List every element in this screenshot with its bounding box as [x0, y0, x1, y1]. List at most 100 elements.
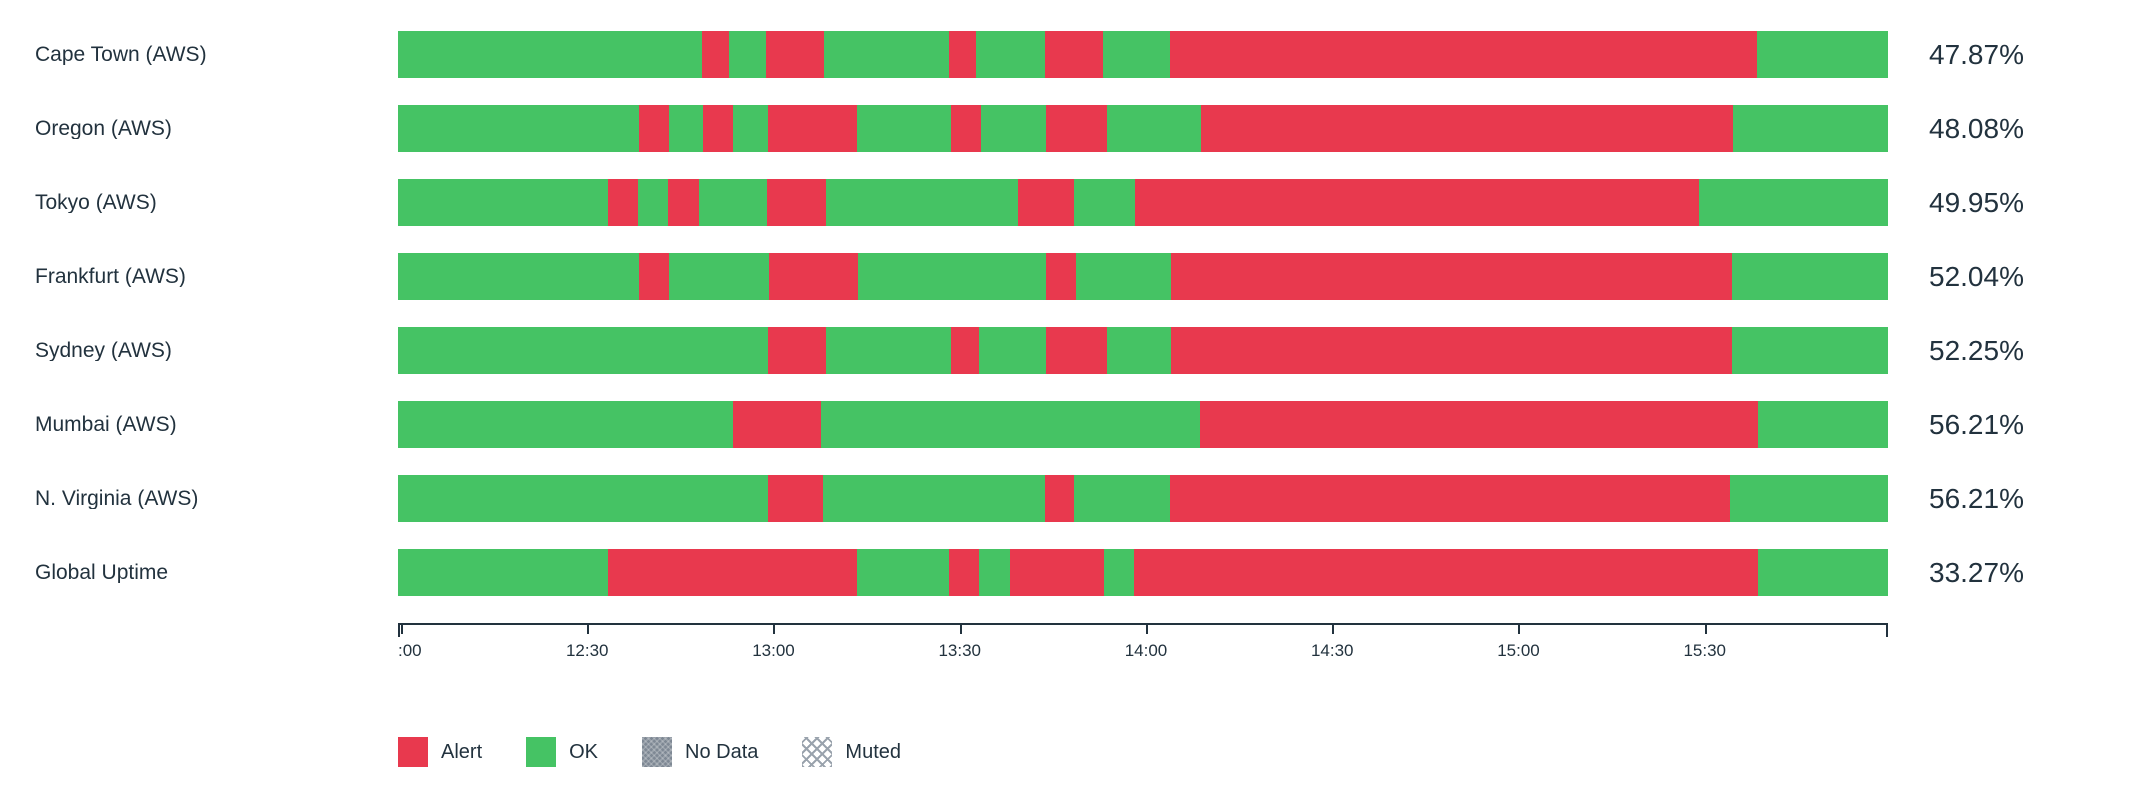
status-segment-alert[interactable] — [1201, 105, 1733, 152]
status-segment-ok[interactable] — [825, 179, 1018, 226]
status-segment-alert[interactable] — [767, 179, 826, 226]
status-segment-alert[interactable] — [1044, 475, 1075, 522]
status-segment-alert[interactable] — [1134, 549, 1759, 596]
legend-item-muted[interactable]: Muted — [802, 737, 901, 767]
status-segment-alert[interactable] — [766, 31, 825, 78]
status-segment-alert[interactable] — [949, 31, 977, 78]
status-segment-ok[interactable] — [1102, 31, 1170, 78]
status-segment-ok[interactable] — [1731, 327, 1888, 374]
status-segment-ok[interactable] — [1104, 549, 1135, 596]
status-segment-ok[interactable] — [1107, 105, 1202, 152]
status-segment-alert[interactable] — [1135, 179, 1699, 226]
status-segment-alert[interactable] — [950, 327, 980, 374]
status-segment-ok[interactable] — [821, 401, 1200, 448]
status-segment-ok[interactable] — [822, 475, 1045, 522]
status-segment-ok[interactable] — [1730, 475, 1888, 522]
status-segment-ok[interactable] — [1732, 105, 1888, 152]
status-segment-alert[interactable] — [1046, 105, 1108, 152]
status-segment-ok[interactable] — [398, 253, 640, 300]
axis-tick — [1145, 625, 1148, 634]
status-segment-ok[interactable] — [1758, 401, 1888, 448]
status-segment-ok[interactable] — [979, 327, 1047, 374]
status-segment-ok[interactable] — [698, 179, 768, 226]
status-segment-ok[interactable] — [669, 105, 704, 152]
status-segment-ok[interactable] — [398, 475, 768, 522]
status-segment-alert[interactable] — [639, 253, 670, 300]
row-label: N. Virginia (AWS) — [35, 488, 199, 509]
status-segment-ok[interactable] — [856, 549, 950, 596]
status-segment-alert[interactable] — [639, 105, 670, 152]
status-segment-alert[interactable] — [701, 31, 729, 78]
status-segment-alert[interactable] — [608, 179, 638, 226]
status-rows: Cape Town (AWS) 47.87% Oregon (AWS) 48.08% T… — [35, 31, 2134, 596]
status-segment-alert[interactable] — [608, 549, 857, 596]
status-bar — [398, 475, 1888, 522]
status-segment-ok[interactable] — [398, 31, 702, 78]
row-label: Sydney (AWS) — [35, 340, 172, 361]
row-label: Mumbai (AWS) — [35, 414, 177, 435]
alert-swatch-icon — [398, 737, 428, 767]
status-segment-alert[interactable] — [769, 253, 859, 300]
status-segment-alert[interactable] — [1010, 549, 1105, 596]
status-segment-ok[interactable] — [398, 401, 734, 448]
muted-swatch-icon — [802, 737, 833, 767]
status-segment-alert[interactable] — [1044, 31, 1103, 78]
status-segment-ok[interactable] — [1756, 31, 1888, 78]
status-segment-alert[interactable] — [949, 549, 980, 596]
status-bar — [398, 105, 1888, 152]
legend-label: Muted — [845, 740, 901, 763]
status-segment-alert[interactable] — [1199, 401, 1759, 448]
row-label: Global Uptime — [35, 562, 169, 583]
legend-item-alert[interactable]: Alert — [398, 737, 482, 767]
status-segment-ok[interactable] — [858, 253, 1047, 300]
status-segment-ok[interactable] — [856, 105, 951, 152]
status-segment-ok[interactable] — [1075, 253, 1172, 300]
status-segment-ok[interactable] — [825, 327, 951, 374]
status-row: Oregon (AWS) 48.08% — [35, 105, 2134, 152]
time-axis: :00 12:30 13:00 13:30 14:00 14:30 15:00 15:30 — [398, 623, 1888, 675]
status-segment-ok[interactable] — [1107, 327, 1172, 374]
status-segment-alert[interactable] — [667, 179, 699, 226]
legend-item-no_data[interactable]: No Data — [642, 737, 758, 767]
status-segment-alert[interactable] — [1171, 253, 1732, 300]
uptime-percentage: 52.04% — [1929, 260, 2024, 292]
status-segment-alert[interactable] — [733, 401, 822, 448]
status-segment-alert[interactable] — [1169, 475, 1731, 522]
status-row: Frankfurt (AWS) 52.04% — [35, 253, 2134, 300]
status-segment-ok[interactable] — [976, 31, 1045, 78]
status-segment-ok[interactable] — [1698, 179, 1888, 226]
status-segment-alert[interactable] — [950, 105, 981, 152]
status-segment-ok[interactable] — [1074, 179, 1136, 226]
status-segment-alert[interactable] — [1046, 253, 1076, 300]
status-segment-ok[interactable] — [669, 253, 769, 300]
no_data-swatch-icon — [642, 737, 673, 767]
legend-item-ok[interactable]: OK — [526, 737, 598, 767]
status-segment-ok[interactable] — [979, 549, 1011, 596]
uptime-percentage: 48.08% — [1929, 112, 2024, 144]
status-segment-alert[interactable] — [1017, 179, 1075, 226]
status-segment-ok[interactable] — [637, 179, 668, 226]
status-bar — [398, 31, 1888, 78]
status-segment-alert[interactable] — [767, 475, 823, 522]
status-segment-alert[interactable] — [1171, 327, 1732, 374]
status-segment-ok[interactable] — [398, 549, 609, 596]
status-segment-ok[interactable] — [398, 327, 768, 374]
status-segment-ok[interactable] — [398, 179, 609, 226]
status-segment-ok[interactable] — [733, 105, 768, 152]
axis-tick — [1518, 625, 1521, 634]
status-segment-ok[interactable] — [824, 31, 950, 78]
status-segment-alert[interactable] — [767, 327, 826, 374]
status-segment-ok[interactable] — [1758, 549, 1888, 596]
axis-tick — [959, 625, 962, 634]
status-segment-ok[interactable] — [980, 105, 1047, 152]
status-segment-alert[interactable] — [1169, 31, 1757, 78]
status-row: Sydney (AWS) 52.25% — [35, 327, 2134, 374]
status-segment-ok[interactable] — [398, 105, 640, 152]
status-segment-alert[interactable] — [767, 105, 857, 152]
status-segment-alert[interactable] — [1046, 327, 1108, 374]
status-segment-ok[interactable] — [728, 31, 767, 78]
status-segment-ok[interactable] — [1074, 475, 1170, 522]
status-segment-alert[interactable] — [703, 105, 734, 152]
status-segment-ok[interactable] — [1731, 253, 1888, 300]
